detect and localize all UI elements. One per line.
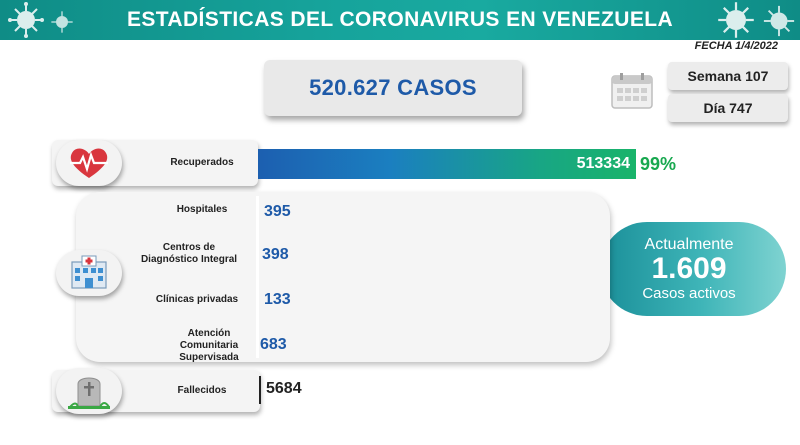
header-banner <box>0 0 800 40</box>
hospitals-value: 395 <box>264 203 291 220</box>
total-cases-box: 520.627 CASOS <box>264 60 522 116</box>
hospitals-label: Hospitales <box>176 204 228 215</box>
tombstone-icon <box>68 377 110 409</box>
active-cases-value: 1.609 <box>651 252 727 285</box>
cdi-label: Centros de Diagnóstico Integral <box>124 242 254 266</box>
day-counter: Día 747 <box>668 94 788 122</box>
hospital-icon <box>71 255 107 289</box>
date-label: FECHA 1/4/2022 <box>694 40 778 52</box>
deceased-label: Fallecidos <box>177 385 227 396</box>
deceased-value: 5684 <box>266 380 302 397</box>
active-cases-caption-top: Actualmente <box>644 236 734 253</box>
acs-label-line1: Atención <box>187 328 231 339</box>
virus-icon <box>718 2 754 38</box>
care-centers-panel <box>76 192 610 362</box>
recovered-icon-badge <box>56 140 122 186</box>
week-counter: Semana 107 <box>668 62 788 90</box>
recovered-label: Recuperados <box>170 157 234 168</box>
acs-label-line3: Supervisada <box>179 352 239 363</box>
care-centers-icon-badge <box>56 250 122 296</box>
acs-label: Atención Comunitaria Supervisada <box>164 328 254 364</box>
acs-label-line2: Comunitaria <box>179 340 239 351</box>
heart-pulse-icon <box>70 148 108 178</box>
recovered-value: 513334 <box>576 155 630 172</box>
page-title: ESTADÍSTICAS DEL CORONAVIRUS EN VENEZUEL… <box>126 8 674 31</box>
virus-icon <box>8 2 44 38</box>
recovered-percent: 99% <box>640 154 677 174</box>
cdi-label-line2: Diagnóstico Integral <box>140 254 238 265</box>
clinics-value: 133 <box>264 291 291 308</box>
acs-value: 683 <box>260 336 287 353</box>
virus-icon <box>763 5 795 37</box>
care-centers-divider <box>256 196 259 358</box>
active-cases-box <box>600 222 786 316</box>
cdi-value: 398 <box>262 246 289 263</box>
recovered-bar <box>258 149 636 179</box>
active-cases-caption-bottom: Casos activos <box>642 285 736 302</box>
virus-icon <box>51 11 73 33</box>
deceased-divider <box>259 376 261 404</box>
deceased-icon-badge <box>56 368 122 414</box>
cdi-label-line1: Centros de <box>162 242 216 253</box>
total-cases-value: 520.627 CASOS <box>309 75 477 100</box>
clinics-label: Clínicas privadas <box>155 294 239 305</box>
calendar-icon <box>611 73 653 109</box>
